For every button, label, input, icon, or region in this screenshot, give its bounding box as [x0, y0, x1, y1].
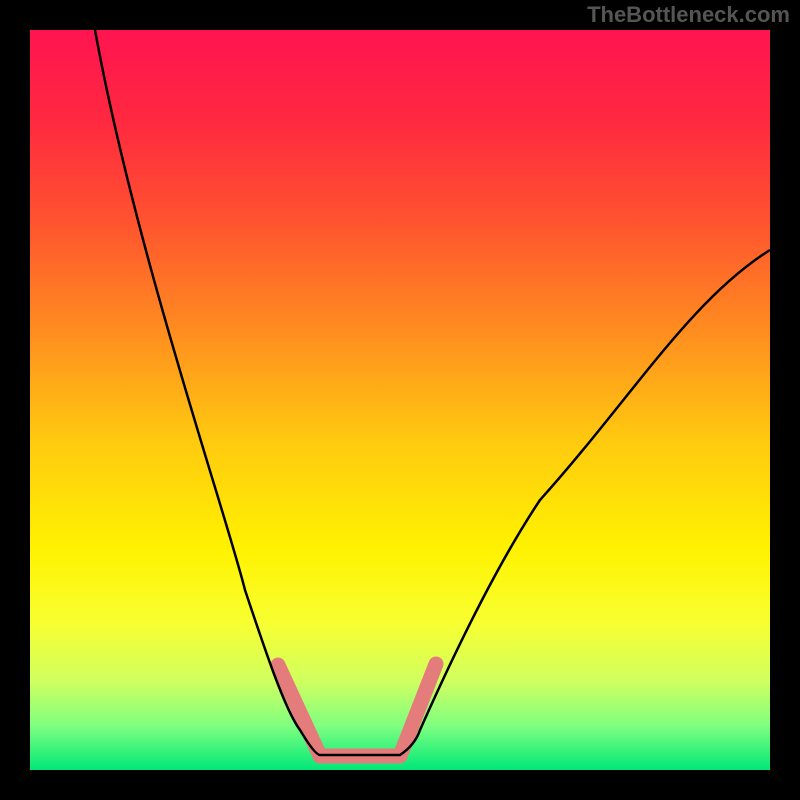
watermark-text: TheBottleneck.com	[587, 2, 790, 28]
chart-svg	[0, 0, 800, 800]
plot-background	[30, 30, 770, 770]
